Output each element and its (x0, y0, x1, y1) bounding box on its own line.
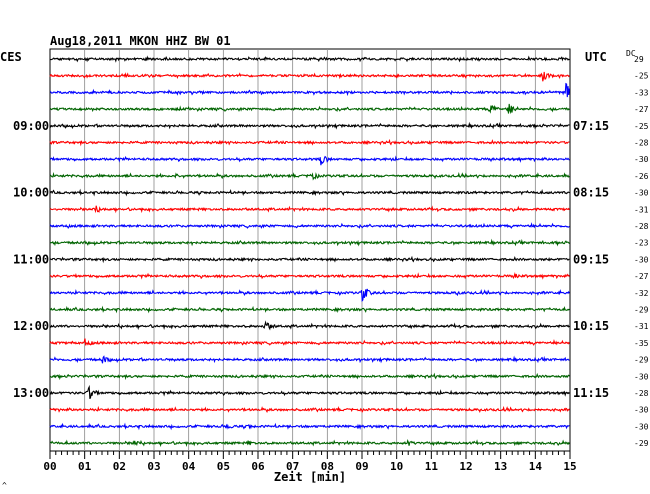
trace-row-22 (49, 422, 570, 431)
dc-offset-label: -30 (634, 422, 649, 431)
dc-offset-label: -29 (634, 306, 649, 315)
trace-row-10 (49, 222, 570, 229)
dc-offset-label: -31 (634, 205, 649, 214)
dc-offset-label: -33 (634, 88, 649, 97)
dc-offset-label: -29 (634, 356, 649, 365)
plot-frame (49, 48, 571, 452)
trace-row-7 (49, 172, 570, 181)
trace-row-2 (49, 82, 570, 98)
trace-row-3 (49, 103, 570, 115)
dc-offset-labels: 29 -25 -33 -27 -25 -28 -30 -26 -30 -31 -28 -23 -30 -2… (634, 55, 649, 448)
trace-row-13 (49, 271, 570, 280)
dc-offset-label: -28 (634, 389, 649, 398)
left-time-label: 12:00 (13, 319, 49, 333)
left-time-label: 13:00 (13, 386, 49, 400)
x-tick-label: 02 (113, 460, 126, 473)
trace-row-21 (49, 405, 570, 413)
minute-grid (84, 49, 536, 451)
trace-row-16 (49, 320, 570, 331)
x-tick-label: 08 (321, 460, 334, 473)
right-time-labels: 07:15 08:15 09:15 10:15 11:15 (573, 119, 609, 400)
x-tick-label: 03 (147, 460, 160, 473)
x-tick-label: 13 (494, 460, 507, 473)
trace-row-5 (49, 138, 570, 147)
dc-offset-label: -28 (634, 222, 649, 231)
dc-offset-label: -30 (634, 189, 649, 198)
right-time-label: 07:15 (573, 119, 609, 133)
trace-row-4 (49, 121, 570, 130)
x-tick-label: 11 (425, 460, 439, 473)
dc-offset-label: -35 (634, 339, 649, 348)
dc-offset-label: -30 (634, 155, 649, 164)
trace-row-1 (49, 71, 570, 82)
trace-row-15 (49, 305, 570, 314)
dc-offset-label: -26 (634, 172, 649, 181)
x-tick-label: 12 (459, 460, 472, 473)
trace-row-18 (49, 355, 570, 364)
x-tick-label: 06 (251, 460, 265, 473)
trace-row-19 (49, 372, 570, 381)
left-time-labels: 09:00 10:00 11:00 12:00 13:00 (13, 119, 49, 400)
dc-offset-label: -28 (634, 139, 649, 148)
x-tick-label: 01 (78, 460, 92, 473)
dc-offset-label: -27 (634, 105, 649, 114)
left-time-label: 11:00 (13, 252, 49, 266)
dc-offset-label: -30 (634, 255, 649, 264)
x-tick-label: 05 (217, 460, 230, 473)
trace-row-17 (49, 338, 570, 346)
trace-row-11 (49, 238, 570, 247)
x-tick-label: 00 (43, 460, 56, 473)
trace-row-20 (49, 384, 570, 400)
left-timezone-label: CES (0, 50, 22, 64)
corner-mark: ^ (2, 481, 7, 490)
x-tick-label: 09 (355, 460, 368, 473)
dc-offset-label: -27 (634, 272, 649, 281)
chart-title: Aug18,2011 MKON HHZ BW 01 (50, 34, 231, 48)
trace-row-8 (49, 188, 570, 197)
seismic-traces (49, 55, 570, 448)
dc-offset-label: -31 (634, 322, 649, 331)
right-time-label: 11:15 (573, 386, 609, 400)
trace-row-9 (49, 205, 570, 214)
dc-offset-label: 29 (634, 55, 644, 64)
x-tick-label: 15 (563, 460, 576, 473)
dc-offset-label: -25 (634, 72, 649, 81)
x-tick-label: 04 (182, 460, 196, 473)
x-axis-ticks: 00 01 02 03 04 05 06 07 08 09 10 11 12 13 14 15 (43, 451, 577, 473)
right-time-label: 10:15 (573, 319, 609, 333)
left-time-label: 10:00 (13, 186, 49, 200)
x-tick-label: 07 (286, 460, 299, 473)
dc-offset-label: -29 (634, 439, 649, 448)
right-timezone-label: UTC (585, 50, 607, 64)
trace-row-23 (49, 438, 570, 448)
dc-label: DC (626, 49, 636, 58)
dc-offset-label: -25 (634, 122, 649, 131)
right-time-label: 08:15 (573, 186, 609, 200)
trace-row-6 (49, 155, 570, 166)
x-tick-label: 10 (390, 460, 403, 473)
dc-offset-label: -32 (634, 289, 649, 298)
left-time-label: 09:00 (13, 119, 49, 133)
trace-row-12 (49, 255, 570, 264)
dc-offset-label: -23 (634, 239, 649, 248)
x-axis-label: Zeit [min] (274, 470, 346, 484)
dc-offset-label: -30 (634, 372, 649, 381)
right-time-label: 09:15 (573, 252, 609, 266)
dc-offset-label: -30 (634, 406, 649, 415)
trace-row-14 (49, 288, 570, 303)
trace-row-0 (49, 55, 570, 63)
x-tick-label: 14 (529, 460, 543, 473)
